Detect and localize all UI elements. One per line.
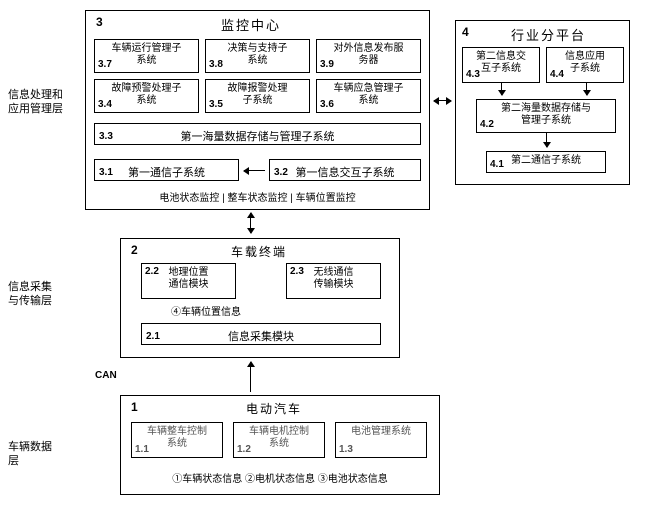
b11-txt: 车辆整车控制 系统: [147, 426, 207, 449]
b22-txt: 地理位置 通信模块: [169, 267, 209, 290]
b23-txt: 无线通信 传输模块: [314, 267, 354, 290]
box-3-3: 第一海量数据存储与管理子系统 3.3: [94, 123, 421, 145]
box3-num: 3: [96, 15, 103, 29]
box3-footer: 电池状态监控 | 整车状态监控 | 车辆位置监控: [86, 186, 429, 207]
box1-title: 电动汽车: [246, 400, 302, 417]
box-3-8: 决策与支持子 系统 3.8: [205, 39, 310, 73]
b43-num: 4.3: [466, 69, 480, 81]
box2-num: 2: [131, 243, 138, 257]
box-1-3: 电池管理系统 1.3: [335, 422, 427, 458]
box4-title: 行业分平台: [511, 25, 586, 44]
b42-txt: 第二海量数据存储与 管理子系统: [501, 103, 591, 126]
b37-txt: 车辆运行管理子 系统: [112, 43, 182, 66]
b12-txt: 车辆电机控制 系统: [249, 426, 309, 449]
box-4-4: 信息应用 子系统4.4: [546, 47, 624, 83]
box-3-9: 对外信息发布服 务器3.9: [316, 39, 421, 73]
b38-num: 3.8: [209, 59, 223, 71]
b22-num: 2.2: [145, 266, 159, 278]
box-3-6: 车辆应急管理子 系统3.6: [316, 79, 421, 113]
arrow-3-4: [434, 100, 451, 101]
b41-num: 4.1: [490, 159, 504, 171]
b21-num: 2.1: [146, 331, 160, 342]
arrow-42-41: [546, 133, 547, 147]
b37-num: 3.7: [98, 59, 112, 71]
box-1-2: 车辆电机控制 系统1.2: [233, 422, 325, 458]
b21-txt: 信息采集模块: [228, 331, 294, 343]
b41-txt: 第二通信子系统: [511, 155, 581, 166]
box-2-1: 信息采集模块 2.1: [141, 323, 381, 345]
b36-txt: 车辆应急管理子 系统: [334, 83, 404, 106]
b33-txt: 第一海量数据存储与管理子系统: [181, 131, 335, 143]
b11-num: 1.1: [135, 444, 149, 456]
box-3-7: 车辆运行管理子 系统3.7: [94, 39, 199, 73]
b34-txt: 故障预警处理子 系统: [112, 83, 182, 106]
layer-label-3: 车辆数据 层: [8, 440, 68, 469]
b31-txt: 第一通信子系统: [128, 167, 205, 179]
b44-txt: 信息应用 子系统: [565, 51, 605, 74]
b35-num: 3.5: [209, 99, 223, 111]
box-2-2: 2.2 地理位置 通信模块: [141, 263, 236, 299]
layer-label-1: 信息处理和 应用管理层: [8, 88, 68, 117]
box2-title: 车载终端: [231, 243, 287, 260]
b13-num: 1.3: [339, 444, 353, 456]
box-terminal: 2 车载终端 2.2 地理位置 通信模块 2.3 无线通信 传输模块 ④车辆位置信息…: [120, 238, 400, 358]
b13-txt: 电池管理系统: [351, 426, 411, 437]
arrow-44-42: [586, 83, 587, 95]
box-3-4: 故障预警处理子 系统3.4: [94, 79, 199, 113]
box-3-1: 第一通信子系统 3.1: [94, 159, 239, 181]
b31-num: 3.1: [99, 167, 113, 178]
arrow-3-1-3-2: [244, 170, 265, 171]
box-1-1: 车辆整车控制 系统1.1: [131, 422, 223, 458]
can-label: CAN: [95, 370, 117, 381]
box1-footer: ①车辆状态信息 ②电机状态信息 ③电池状态信息: [121, 467, 439, 488]
box-industry-platform: 4 行业分平台 第二信息交 互子系统4.3 信息应用 子系统4.4 第二海量数据…: [455, 20, 630, 185]
box-4-1: 第二通信子系统 4.1: [486, 151, 606, 173]
b39-num: 3.9: [320, 59, 334, 71]
layer-label-2: 信息采集 与传输层: [8, 280, 68, 309]
box-monitor-center: 3 监控中心 车辆运行管理子 系统3.7 决策与支持子 系统 3.8 对外信息发布…: [85, 10, 430, 210]
box-ev: 1 电动汽车 车辆整车控制 系统1.1 车辆电机控制 系统1.2 电池管理系统 1…: [120, 395, 440, 495]
b32-num: 3.2: [274, 167, 288, 178]
box1-num: 1: [131, 400, 138, 414]
b33-num: 3.3: [99, 131, 113, 142]
b39-txt: 对外信息发布服 务器: [334, 43, 404, 66]
box-4-3: 第二信息交 互子系统4.3: [462, 47, 540, 83]
box4-num: 4: [462, 25, 469, 39]
arrow-2-1: [250, 362, 251, 392]
b23-num: 2.3: [290, 266, 304, 278]
b42-num: 4.2: [480, 119, 494, 131]
box2-mid: ④车辆位置信息: [171, 303, 241, 318]
box-4-2: 第二海量数据存储与 管理子系统 4.2: [476, 99, 616, 133]
arrow-3-2: [250, 213, 251, 233]
box-3-2: 第一信息交互子系统 3.2: [269, 159, 421, 181]
b44-num: 4.4: [550, 69, 564, 81]
b34-num: 3.4: [98, 99, 112, 111]
box-2-3: 2.3 无线通信 传输模块: [286, 263, 381, 299]
arrow-43-42: [501, 83, 502, 95]
box-3-5: 故障报警处理 子系统 3.5: [205, 79, 310, 113]
b36-num: 3.6: [320, 99, 334, 111]
b12-num: 1.2: [237, 444, 251, 456]
b38-txt: 决策与支持子 系统: [228, 43, 288, 66]
b32-txt: 第一信息交互子系统: [296, 167, 395, 179]
b43-txt: 第二信息交 互子系统: [476, 51, 526, 74]
box3-title: 监控中心: [221, 15, 281, 34]
b35-txt: 故障报警处理 子系统: [228, 83, 288, 106]
